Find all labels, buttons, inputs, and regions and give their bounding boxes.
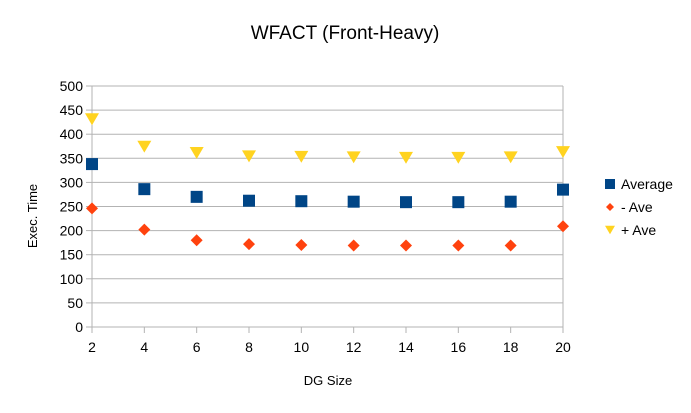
- data-point-ave: [504, 239, 517, 252]
- x-tick-label: 4: [140, 339, 148, 355]
- data-point-ave: [137, 140, 152, 153]
- data-point-ave: [557, 220, 569, 233]
- legend-marker-ave: [606, 203, 614, 211]
- data-point-ave: [400, 239, 412, 252]
- chart-title: WFACT (Front-Heavy): [251, 23, 440, 44]
- y-tick-label: 150: [60, 247, 84, 263]
- data-point-ave: [85, 113, 99, 126]
- x-tick-label: 6: [193, 339, 201, 355]
- x-axis-label: DG Size: [304, 373, 352, 388]
- x-tick-label: 2: [88, 339, 96, 355]
- x-tick-label: 12: [346, 339, 362, 355]
- data-point-average: [400, 196, 412, 209]
- x-tick-label: 18: [503, 339, 519, 355]
- data-point-ave: [190, 234, 203, 247]
- x-tick-label: 8: [245, 339, 253, 355]
- data-point-ave: [243, 238, 255, 251]
- data-point-ave: [347, 239, 360, 252]
- data-point-ave: [295, 239, 308, 252]
- data-point-ave: [86, 202, 98, 215]
- y-tick-label: 450: [60, 102, 84, 118]
- y-tick-label: 350: [60, 150, 84, 166]
- data-point-ave: [452, 239, 465, 252]
- data-point-ave: [556, 146, 570, 158]
- plot-area: [85, 113, 570, 252]
- data-point-ave: [346, 151, 361, 164]
- y-tick-label: 400: [60, 126, 84, 142]
- x-tick-label: 20: [555, 339, 571, 355]
- x-tick-label: 14: [398, 339, 414, 355]
- data-point-average: [138, 183, 151, 196]
- data-point-ave: [138, 223, 151, 236]
- y-tick-label: 300: [60, 174, 84, 190]
- data-point-ave: [451, 151, 466, 164]
- data-point-average: [347, 195, 360, 208]
- y-tick-label: 0: [75, 319, 83, 335]
- data-point-average: [504, 195, 517, 208]
- data-point-average: [86, 158, 98, 171]
- y-tick-label: 50: [67, 295, 83, 311]
- legend-label-average: Average: [621, 176, 673, 192]
- legend-marker-average: [605, 179, 615, 189]
- axes: 0 50 100 150 200 250 300 350 400 450 500 2 4 6 8 10 12 14…: [60, 78, 571, 355]
- data-point-ave: [294, 150, 309, 163]
- x-tick-label: 10: [294, 339, 310, 355]
- data-point-average: [190, 190, 203, 203]
- legend-label-ave: - Ave: [621, 199, 653, 215]
- y-tick-label: 500: [60, 78, 84, 94]
- legend: Average - Ave + Ave: [605, 176, 673, 238]
- grid: [92, 85, 563, 328]
- y-tick-label: 250: [60, 199, 84, 215]
- x-tick-label: 16: [451, 339, 467, 355]
- y-tick-label: 100: [60, 271, 84, 287]
- data-point-ave: [189, 147, 204, 159]
- y-axis-label: Exec. Time: [25, 184, 40, 248]
- legend-marker-ave: [605, 225, 615, 235]
- y-tick-label: 200: [60, 223, 84, 239]
- data-point-average: [295, 195, 308, 208]
- data-point-ave: [503, 151, 518, 164]
- data-point-average: [243, 194, 255, 207]
- legend-label-ave: + Ave: [621, 222, 656, 238]
- data-point-ave: [399, 151, 413, 164]
- data-point-ave: [242, 150, 256, 163]
- data-point-average: [452, 196, 465, 209]
- data-point-average: [557, 183, 569, 196]
